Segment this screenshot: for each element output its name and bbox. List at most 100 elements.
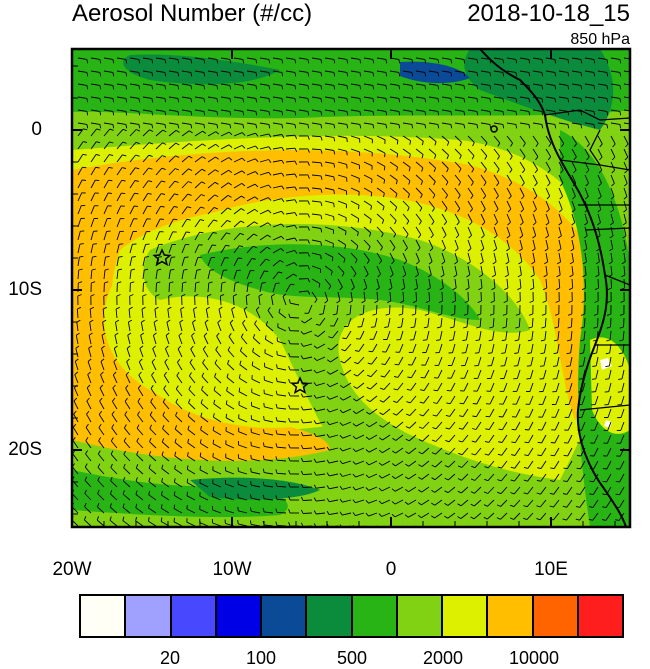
wind-barb-flag bbox=[605, 379, 609, 380]
wind-barb-flag bbox=[358, 219, 359, 223]
wind-barb-flag bbox=[633, 85, 634, 89]
wind-barb-flag bbox=[633, 59, 634, 63]
wind-barb-flag bbox=[551, 443, 555, 444]
wind-barb-flag bbox=[497, 530, 501, 532]
wind-barb-flag bbox=[210, 270, 214, 271]
wind-barb-flag bbox=[616, 494, 620, 495]
wind-barb-flag bbox=[633, 72, 634, 76]
wind-barb-flag bbox=[174, 518, 175, 522]
wind-barb-flag bbox=[319, 284, 320, 288]
wind-barb-flag bbox=[563, 532, 567, 533]
wind-barb-flag bbox=[589, 532, 593, 533]
colorbar-label: 2000 bbox=[423, 648, 463, 669]
wind-barb-flag bbox=[82, 167, 86, 168]
colorbar bbox=[79, 594, 624, 638]
wind-barb-flag bbox=[616, 481, 620, 482]
wind-barb-flag bbox=[618, 379, 622, 380]
y-label-10s: 10S bbox=[8, 279, 42, 301]
wind-barb-flag bbox=[371, 327, 375, 328]
wind-barb-flag bbox=[512, 429, 516, 430]
wind-barb-flag bbox=[564, 468, 568, 469]
wind-barb-flag bbox=[147, 206, 151, 207]
wind-barb bbox=[277, 512, 286, 513]
wind-barb bbox=[611, 279, 612, 288]
wind-barb-flag bbox=[486, 416, 490, 417]
wind-barb bbox=[156, 283, 157, 292]
wind-barb-flag bbox=[423, 340, 427, 341]
wind-barb-flag bbox=[264, 416, 265, 420]
wind-barb-flag bbox=[473, 404, 477, 405]
wind-barb-flag bbox=[553, 366, 557, 367]
wind-barb-flag bbox=[145, 257, 149, 258]
wind-barb-flag bbox=[577, 468, 581, 469]
colorbar-box bbox=[126, 596, 171, 636]
wind-barb-flag bbox=[251, 468, 252, 472]
wind-barb-flag bbox=[277, 351, 278, 355]
wind-barb-flag bbox=[579, 379, 583, 380]
wind-barb-flag bbox=[200, 232, 204, 233]
y-label-20s: 20S bbox=[8, 439, 42, 461]
wind-barb-flag bbox=[158, 257, 162, 258]
wind-barb-flag bbox=[251, 481, 252, 485]
wind-barb-flag bbox=[418, 528, 421, 531]
colorbar-label: 500 bbox=[337, 648, 367, 669]
colorbar-box bbox=[307, 596, 352, 636]
wind-barb-flag bbox=[187, 479, 188, 483]
wind-barb bbox=[303, 487, 312, 488]
wind-barb-flag bbox=[592, 379, 596, 380]
wind-barb bbox=[584, 318, 585, 327]
wind-barb-flag bbox=[549, 531, 553, 532]
wind-barb-flag bbox=[119, 244, 123, 245]
wind-barb-flag bbox=[421, 377, 425, 378]
wind-barb bbox=[290, 318, 299, 319]
x-label-10w: 10W bbox=[212, 559, 251, 581]
wind-barb-flag bbox=[525, 430, 529, 431]
wind-barb-flag bbox=[603, 469, 607, 470]
wind-barb-flag bbox=[566, 366, 570, 367]
wind-barb-flag bbox=[576, 532, 580, 533]
wind-barb-flag bbox=[603, 481, 607, 482]
wind-barb bbox=[624, 318, 625, 327]
wind-barb-flag bbox=[397, 140, 398, 144]
wind-barb-flag bbox=[187, 492, 188, 496]
wind-barb-flag bbox=[523, 531, 527, 533]
wind-barb-flag bbox=[264, 271, 268, 272]
wind-barb bbox=[558, 318, 559, 327]
wind-barb-flag bbox=[633, 124, 634, 128]
wind-barb bbox=[598, 279, 599, 288]
wind-barb-flag bbox=[510, 531, 514, 533]
colorbar-box bbox=[488, 596, 533, 636]
wind-barb-flag bbox=[499, 417, 503, 418]
wind-barb-flag bbox=[238, 507, 239, 511]
wind-barb-flag bbox=[174, 505, 175, 509]
wind-barb-flag bbox=[321, 255, 322, 259]
wind-barb-flag bbox=[347, 138, 348, 142]
wind-barb-flag bbox=[238, 520, 239, 524]
wind-barb-flag bbox=[540, 366, 544, 367]
wind-barb-flag bbox=[384, 166, 385, 170]
colorbar-box bbox=[398, 596, 443, 636]
wind-barb bbox=[571, 318, 572, 327]
wind-barb bbox=[442, 292, 443, 301]
wind-barb bbox=[390, 305, 391, 314]
wind-barb-flag bbox=[460, 403, 464, 404]
wind-barb bbox=[416, 292, 417, 301]
wind-barb bbox=[220, 296, 221, 305]
wind-barb bbox=[455, 292, 456, 301]
wind-barb-flag bbox=[615, 532, 619, 533]
wind-barb-flag bbox=[213, 440, 214, 444]
wind-barb-flag bbox=[501, 353, 505, 354]
wind-barb-flag bbox=[447, 390, 451, 391]
x-label-0: 0 bbox=[386, 559, 397, 581]
wind-barb-flag bbox=[488, 353, 492, 354]
wind-barb-flag bbox=[334, 190, 335, 194]
wind-barb-flag bbox=[371, 193, 372, 197]
wind-barb-flag bbox=[369, 351, 373, 352]
wind-barb-flag bbox=[121, 193, 125, 194]
colorbar-box bbox=[172, 596, 217, 636]
x-label-20w: 20W bbox=[52, 559, 91, 581]
wind-barb-flag bbox=[577, 456, 581, 457]
colorbar-box bbox=[534, 596, 579, 636]
wind-barb-flag bbox=[618, 392, 622, 393]
wind-barb bbox=[376, 305, 377, 314]
